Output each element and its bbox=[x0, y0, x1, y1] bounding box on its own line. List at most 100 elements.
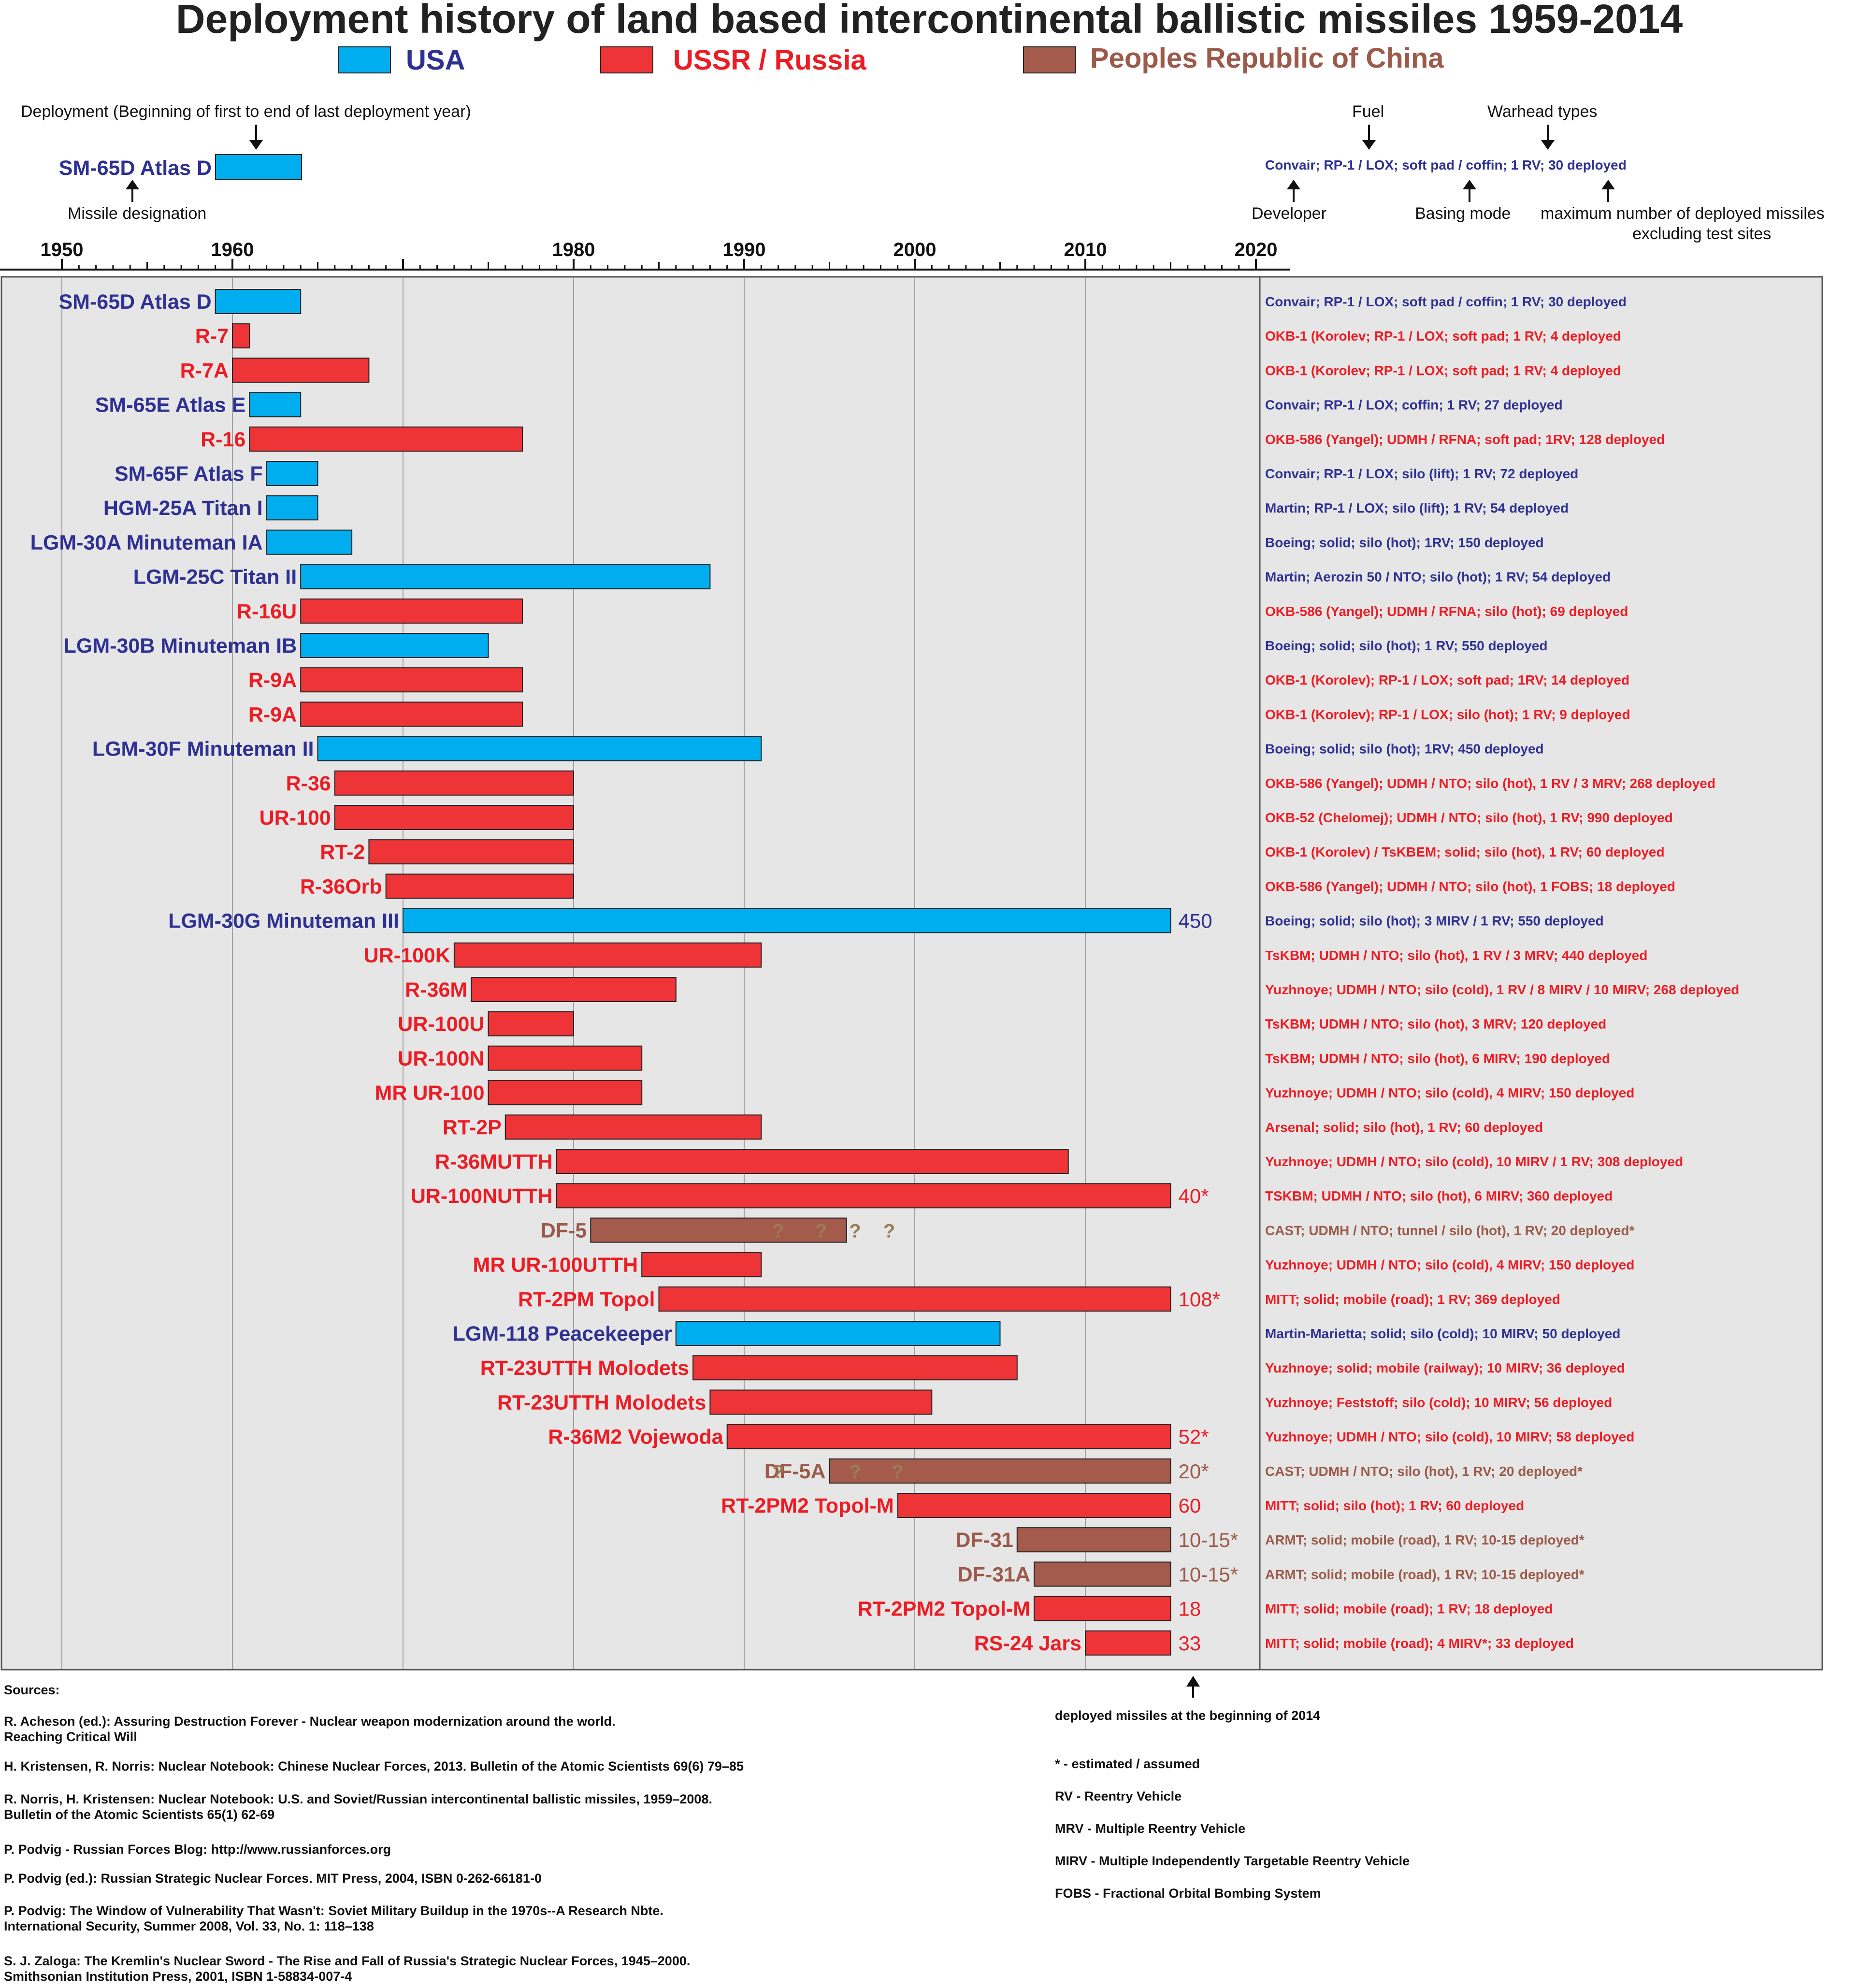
missile-row: R-36MUTTH Yuzhnoye; UDMH / NTO; silo (col… bbox=[435, 1149, 1683, 1174]
deployment-bar bbox=[556, 1183, 1171, 1209]
deployed-count: 33 bbox=[1179, 1632, 1201, 1655]
deployment-bar bbox=[829, 1458, 1171, 1484]
missile-rows: SM-65D Atlas D Convair; RP-1 / LOX; soft … bbox=[30, 289, 1739, 1656]
missile-row: R-7A OKB-1 (Korolev; RP-1 / LOX; soft pad… bbox=[180, 358, 1621, 383]
legend-swatch-usa bbox=[338, 46, 391, 73]
missile-label: DF-5 bbox=[541, 1219, 587, 1242]
deployed-count: 450 bbox=[1179, 910, 1212, 932]
missile-info: ARMT; solid; mobile (road), 1 RV; 10-15 … bbox=[1265, 1532, 1585, 1547]
missile-info: Yuzhnoye; UDMH / NTO; silo (cold), 4 MIR… bbox=[1265, 1258, 1634, 1273]
deployment-bar bbox=[266, 495, 318, 521]
missile-label: R-16U bbox=[237, 600, 297, 623]
deployment-bar bbox=[232, 358, 370, 383]
missile-row: LGM-25C Titan II Martin; Aerozin 50 / NTO… bbox=[133, 564, 1611, 589]
source-entry: S. J. Zaloga: The Kremlin's Nuclear Swor… bbox=[4, 1954, 690, 1968]
explanation-example: Deployment (Beginning of first to end of… bbox=[21, 102, 1825, 243]
legend-label-prc: Peoples Republic of China bbox=[1090, 43, 1444, 74]
missile-row: SM-65E Atlas E Convair; RP-1 / LOX; coffi… bbox=[95, 392, 1563, 417]
deployed-count: 60 bbox=[1179, 1494, 1201, 1517]
missile-row: RT-2PM Topol 108* MITT; solid; mobile (roa… bbox=[518, 1286, 1560, 1312]
missile-info: Yuzhnoye; solid; mobile (railway); 10 MI… bbox=[1265, 1360, 1625, 1375]
missile-label: R-36 bbox=[286, 772, 331, 795]
tick-label: 2000 bbox=[893, 239, 937, 260]
missile-label: MR UR-100UTTH bbox=[473, 1254, 638, 1277]
arrow-down-icon bbox=[1541, 125, 1555, 150]
unknown-marker: ? bbox=[815, 1220, 827, 1242]
missile-label: RT-2PM2 Topol-M bbox=[721, 1494, 894, 1517]
missile-row: DF-5???? CAST; UDMH / NTO; tunnel / silo … bbox=[541, 1217, 1634, 1243]
missile-label: DF-31 bbox=[955, 1529, 1013, 1552]
deployment-bar bbox=[1034, 1596, 1171, 1621]
missile-row: UR-100K TsKBM; UDMH / NTO; silo (hot), 1 … bbox=[364, 942, 1647, 968]
deployed-note: deployed missiles at the beginning of 20… bbox=[1055, 1708, 1320, 1723]
missile-row: DF-31 10-15* ARMT; solid; mobile (road), 1… bbox=[955, 1527, 1585, 1553]
basing-explanation: Basing mode bbox=[1415, 204, 1511, 223]
deployment-explanation: Deployment (Beginning of first to end of… bbox=[21, 102, 471, 121]
source-entry: P. Podvig: The Window of Vulnerability T… bbox=[4, 1903, 663, 1918]
deployment-bar bbox=[249, 392, 302, 417]
source-entry: International Security, Summer 2008, Vol… bbox=[4, 1919, 374, 1933]
missile-label: RT-23UTTH Molodets bbox=[497, 1391, 706, 1414]
missile-label: LGM-25C Titan II bbox=[133, 566, 297, 589]
deployment-bar bbox=[215, 289, 302, 314]
missile-row: RT-23UTTH Molodets Yuzhnoye; Feststoff; s… bbox=[497, 1389, 1612, 1415]
missile-row: SM-65F Atlas F Convair; RP-1 / LOX; silo … bbox=[115, 461, 1578, 486]
missile-info: TsKBM; UDMH / NTO; silo (hot), 3 MRV; 12… bbox=[1265, 1016, 1606, 1031]
missile-info: CAST; UDMH / NTO; silo (hot), 1 RV; 20 d… bbox=[1265, 1464, 1583, 1479]
missile-label: SM-65D Atlas D bbox=[58, 290, 211, 314]
missile-info: MITT; solid; silo (hot); 1 RV; 60 deploy… bbox=[1265, 1498, 1524, 1513]
deployment-bar bbox=[403, 908, 1171, 933]
missile-label: LGM-30B Minuteman IB bbox=[64, 634, 297, 658]
missile-label: R-7A bbox=[180, 359, 229, 382]
missile-row: R-7 OKB-1 (Korolev; RP-1 / LOX; soft pad;… bbox=[195, 323, 1621, 349]
missile-label: LGM-30G Minuteman III bbox=[168, 910, 399, 933]
missile-row: RT-23UTTH Molodets Yuzhnoye; solid; mobil… bbox=[480, 1355, 1625, 1381]
deployment-bar bbox=[300, 701, 523, 727]
missile-info: Martin; RP-1 / LOX; silo (lift); 1 RV; 5… bbox=[1265, 501, 1569, 515]
deployment-bar bbox=[300, 598, 523, 624]
glossary-entry: MRV - Multiple Reentry Vehicle bbox=[1055, 1821, 1245, 1836]
unknown-marker: ? bbox=[849, 1461, 861, 1483]
source-entry: H. Kristensen, R. Norris: Nuclear Notebo… bbox=[4, 1759, 744, 1773]
missile-info: CAST; UDMH / NTO; tunnel / silo (hot), 1… bbox=[1265, 1223, 1634, 1238]
missile-info: Boeing; solid; silo (hot); 1RV; 150 depl… bbox=[1265, 535, 1544, 550]
missile-label: R-36M bbox=[405, 978, 467, 1001]
missile-info: Yuzhnoye; UDMH / NTO; silo (cold), 4 MIR… bbox=[1265, 1086, 1634, 1101]
deployment-bar bbox=[692, 1355, 1018, 1381]
missile-label: RT-2PM Topol bbox=[518, 1288, 655, 1311]
missile-info: Convair; RP-1 / LOX; soft pad / coffin; … bbox=[1265, 294, 1627, 309]
missile-label: R-7 bbox=[195, 325, 229, 348]
deployment-bar bbox=[266, 529, 353, 555]
deployed-count: 10-15* bbox=[1179, 1529, 1239, 1551]
missile-row: R-9A OKB-1 (Korolev); RP-1 / LOX; soft pa… bbox=[248, 667, 1629, 693]
missile-row: MR UR-100UTTH Yuzhnoye; UDMH / NTO; silo … bbox=[473, 1252, 1634, 1277]
deployment-bar bbox=[556, 1149, 1069, 1174]
missile-info: ARMT; solid; mobile (road), 1 RV; 10-15 … bbox=[1265, 1567, 1585, 1582]
tick-label: 1960 bbox=[211, 239, 254, 260]
legend-swatch-ussr bbox=[600, 46, 653, 73]
missile-label: HGM-25A Titan I bbox=[103, 497, 263, 520]
deployment-bar bbox=[471, 977, 677, 1002]
source-entry: Bulletin of the Atomic Scientists 65(1) … bbox=[4, 1807, 274, 1822]
unknown-marker: ? bbox=[849, 1220, 861, 1242]
deployed-count: 10-15* bbox=[1179, 1563, 1239, 1586]
missile-label: RT-23UTTH Molodets bbox=[480, 1357, 689, 1380]
arrow-down-icon bbox=[1362, 125, 1376, 150]
missile-label: LGM-30A Minuteman IA bbox=[30, 531, 263, 554]
missile-row: R-36Orb OKB-586 (Yangel); UDMH / NTO; sil… bbox=[300, 873, 1675, 899]
tick-label: 2010 bbox=[1064, 239, 1107, 260]
deployment-bar bbox=[317, 736, 762, 761]
missile-info: TSKBM; UDMH / NTO; silo (hot), 6 MIRV; 3… bbox=[1265, 1188, 1613, 1203]
fuel-explanation: Fuel bbox=[1352, 102, 1384, 121]
missile-row: LGM-30A Minuteman IA Boeing; solid; silo … bbox=[30, 529, 1544, 555]
missile-info: OKB-586 (Yangel); UDMH / RFNA; soft pad;… bbox=[1265, 432, 1665, 447]
deployment-bar bbox=[453, 942, 762, 968]
missile-label: UR-100K bbox=[364, 944, 450, 967]
missile-row: RT-2 OKB-1 (Korolev) / TsKBEM; solid; sil… bbox=[320, 839, 1665, 865]
missile-info: OKB-1 (Korolev); RP-1 / LOX; soft pad; 1… bbox=[1265, 672, 1629, 687]
missile-label: DF-31A bbox=[958, 1563, 1031, 1586]
max-explanation-line2: excluding test sites bbox=[1632, 225, 1771, 243]
max-explanation-line1: maximum number of deployed missiles bbox=[1541, 204, 1825, 223]
missile-info: Martin-Marietta; solid; silo (cold); 10 … bbox=[1265, 1326, 1620, 1341]
